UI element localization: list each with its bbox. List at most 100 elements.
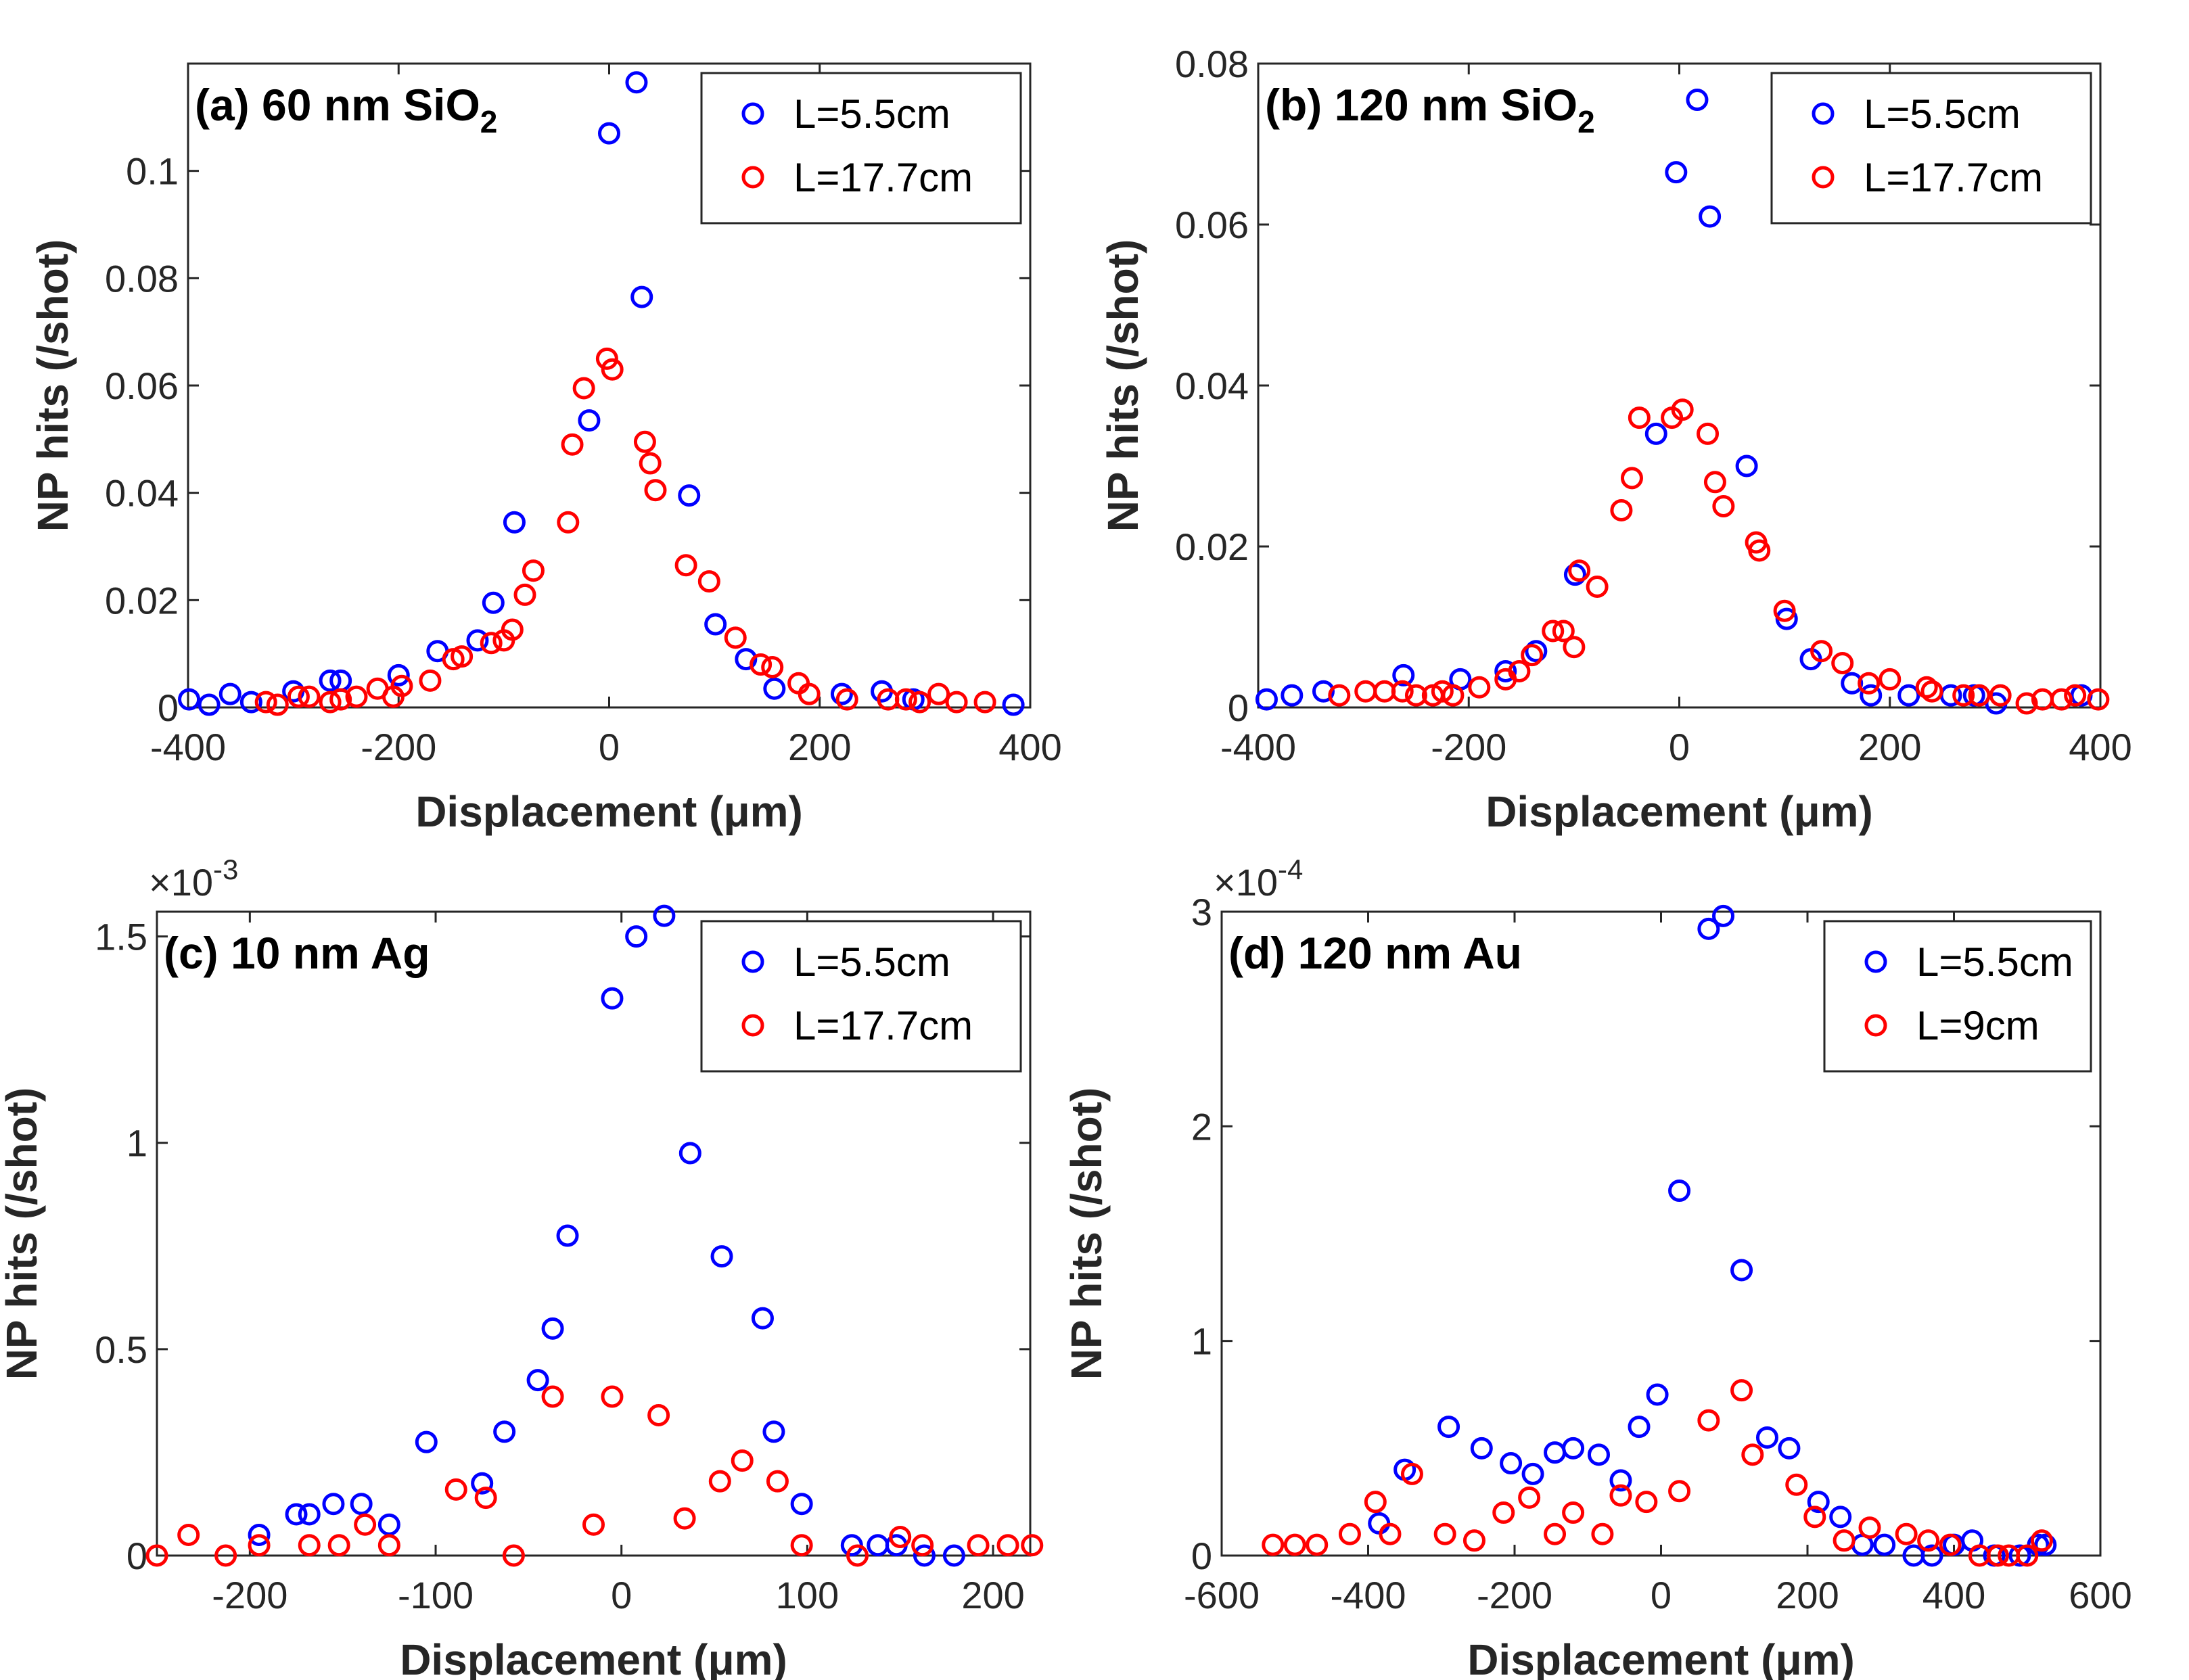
data-point bbox=[751, 1307, 774, 1330]
data-point bbox=[1404, 684, 1427, 707]
data-point bbox=[266, 693, 289, 716]
data-point bbox=[945, 691, 968, 714]
legend-marker bbox=[741, 950, 764, 973]
data-point bbox=[835, 688, 858, 711]
series-1 bbox=[1328, 398, 2110, 715]
data-point bbox=[390, 674, 413, 697]
data-point bbox=[329, 688, 352, 711]
data-point bbox=[927, 682, 950, 705]
data-point bbox=[647, 1404, 670, 1427]
data-point bbox=[1262, 1533, 1285, 1556]
data-point bbox=[198, 693, 221, 716]
data-point bbox=[2064, 684, 2087, 707]
data-point bbox=[1697, 917, 1720, 940]
data-point bbox=[1328, 684, 1351, 707]
x-tick-label: 0 bbox=[1669, 726, 1690, 768]
data-point bbox=[766, 1470, 789, 1493]
data-point bbox=[177, 1523, 200, 1546]
data-point bbox=[1829, 1506, 1852, 1529]
panel-title: (b) 120 nm SiO2 bbox=[1265, 80, 1595, 139]
legend-marker bbox=[741, 1014, 764, 1037]
data-point bbox=[377, 1534, 400, 1557]
data-point bbox=[1699, 205, 1722, 228]
data-point bbox=[1778, 1437, 1801, 1460]
data-point bbox=[653, 904, 676, 927]
data-point bbox=[387, 663, 410, 686]
data-point bbox=[578, 409, 601, 432]
data-point bbox=[1697, 1409, 1720, 1432]
data-point bbox=[761, 656, 784, 678]
legend-label: L=5.5cm bbox=[793, 91, 950, 137]
data-point bbox=[1952, 684, 1975, 707]
data-point bbox=[1668, 1480, 1691, 1503]
x-tick-label: -200 bbox=[212, 1574, 287, 1616]
x-tick-label: -400 bbox=[150, 726, 226, 768]
data-point bbox=[750, 653, 773, 676]
data-point bbox=[419, 669, 442, 692]
data-point bbox=[1586, 576, 1609, 598]
data-point bbox=[1609, 1484, 1632, 1507]
data-point bbox=[1860, 684, 1883, 707]
data-point bbox=[287, 685, 310, 708]
data-point bbox=[503, 511, 526, 534]
data-point bbox=[1628, 406, 1651, 429]
data-point bbox=[1492, 1501, 1515, 1524]
x-tick-label: 0 bbox=[611, 1574, 632, 1616]
data-point bbox=[1748, 539, 1771, 562]
data-point bbox=[763, 677, 786, 700]
data-point bbox=[451, 645, 474, 668]
data-point bbox=[471, 1472, 494, 1495]
series-1 bbox=[254, 347, 996, 716]
x-tick-label: 400 bbox=[2069, 726, 2132, 768]
x-tick-label: -200 bbox=[1431, 726, 1506, 768]
data-point bbox=[541, 1385, 564, 1408]
data-point bbox=[830, 682, 853, 705]
data-point bbox=[1858, 672, 1881, 695]
data-point bbox=[1773, 599, 1796, 622]
data-point bbox=[1703, 471, 1726, 494]
x-tick-label: -400 bbox=[1330, 1574, 1406, 1616]
data-point bbox=[967, 1534, 990, 1557]
x-tick-label: 400 bbox=[998, 726, 1061, 768]
data-point bbox=[678, 1142, 701, 1165]
chart-panel-b: -400 -200 0 200 400 0 0.02 0.04 0.06 0.08 Displace… bbox=[1099, 43, 2132, 836]
data-point bbox=[1518, 1486, 1541, 1509]
data-point bbox=[1306, 1533, 1329, 1556]
y-tick-label: 0.08 bbox=[105, 257, 179, 300]
data-point bbox=[762, 1420, 785, 1443]
data-point bbox=[322, 1493, 345, 1516]
y-tick-label: 0 bbox=[126, 1535, 147, 1577]
data-point bbox=[1841, 672, 1864, 695]
y-tick-label: 0.02 bbox=[105, 579, 179, 622]
x-axis-label: Displacement (μm) bbox=[1467, 1635, 1855, 1680]
data-point bbox=[1920, 1544, 1943, 1567]
x-tick-label: 0 bbox=[1651, 1574, 1672, 1616]
x-tick-label: 600 bbox=[2069, 1574, 2132, 1616]
y-tick-label: 0.08 bbox=[1175, 43, 1249, 85]
data-point bbox=[1437, 1416, 1460, 1439]
data-point bbox=[1895, 1522, 1918, 1545]
data-point bbox=[1521, 644, 1544, 667]
data-point bbox=[1462, 1529, 1485, 1552]
data-point bbox=[2030, 1529, 2053, 1552]
data-point bbox=[319, 669, 342, 692]
y-tick-label: 0 bbox=[1228, 686, 1249, 729]
data-point bbox=[1508, 659, 1531, 682]
data-point bbox=[1470, 1437, 1493, 1460]
data-point bbox=[908, 691, 931, 714]
legend-label: L=9cm bbox=[1916, 1003, 2040, 1048]
legend-label: L=5.5cm bbox=[1916, 939, 2073, 985]
y-tick-label: 1 bbox=[126, 1122, 147, 1165]
data-point bbox=[1562, 1437, 1585, 1460]
data-point bbox=[973, 691, 996, 714]
data-point bbox=[1002, 693, 1025, 716]
chart-panel-d: -600 -400 -200 0 200 400 600 0 1 2 3×10-4 Displacem… bbox=[1062, 854, 2132, 1680]
data-point bbox=[1785, 1473, 1808, 1496]
data-point bbox=[1620, 467, 1643, 490]
y-tick-label: 2 bbox=[1191, 1105, 1212, 1148]
data-point bbox=[1468, 676, 1491, 699]
x-tick-label: 200 bbox=[1776, 1574, 1839, 1616]
data-point bbox=[697, 570, 720, 593]
data-point bbox=[1494, 659, 1517, 682]
data-point bbox=[2008, 1544, 2031, 1567]
